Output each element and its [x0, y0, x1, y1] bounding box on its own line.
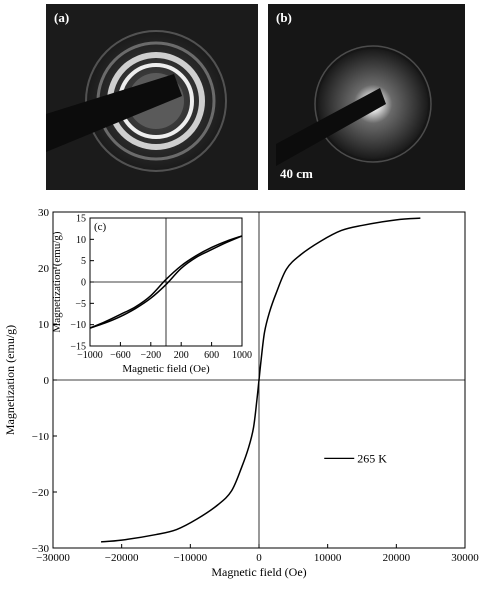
- y-axis-label: Magnetization (emu/g): [3, 325, 17, 435]
- y-tick-label: 15: [76, 214, 86, 225]
- y-tick-label: −20: [32, 487, 50, 499]
- x-tick-label: −30000: [36, 552, 70, 564]
- x-tick-label: 30000: [451, 552, 479, 564]
- x-tick-label: 1000: [232, 350, 252, 361]
- legend-label: 265 K: [357, 451, 387, 465]
- x-tick-label: 10000: [314, 552, 342, 564]
- x-axis-label: Magnetic field (Oe): [211, 565, 306, 579]
- x-tick-label: −1000: [77, 350, 103, 361]
- x-tick-label: −10000: [173, 552, 207, 564]
- scale-label-b: 40 cm: [280, 166, 313, 181]
- main-plot: −30000 −20000 −10000 0 10000 20000 30000−30−20…: [3, 207, 479, 579]
- magnetization-chart: −30000 −20000 −10000 0 10000 20000 30000−30−20…: [3, 207, 479, 579]
- y-tick-label: −10: [70, 320, 86, 331]
- y-axis-label: Magnetization (emu/g): [51, 231, 63, 332]
- y-tick-label: −5: [75, 299, 86, 310]
- x-tick-label: 600: [204, 350, 219, 361]
- diffraction-pattern-b: (b) 40 cm: [268, 4, 465, 190]
- x-tick-label: −20000: [105, 552, 139, 564]
- series-line: [89, 235, 243, 329]
- y-tick-label: −10: [32, 431, 50, 443]
- x-tick-label: 200: [174, 350, 189, 361]
- y-tick-label: 0: [81, 278, 86, 289]
- y-tick-label: −15: [70, 342, 86, 353]
- diffraction-halo-image-b: [268, 4, 465, 190]
- series-line: [89, 235, 243, 329]
- inset-plot: −1000 −600 −200 200 600 1000 −15 −10 −5 0 5 10 15 Mag…: [51, 214, 252, 376]
- x-tick-label: −600: [110, 350, 131, 361]
- diffraction-pattern-a: (a): [46, 4, 258, 190]
- x-tick-label: 20000: [383, 552, 411, 564]
- y-tick-label: 5: [81, 256, 86, 267]
- y-tick-label: −30: [32, 543, 50, 555]
- x-tick-label: −200: [140, 350, 161, 361]
- y-tick-label: 20: [38, 263, 50, 275]
- diffraction-rings-image-a: [46, 4, 258, 190]
- x-tick-label: 0: [256, 552, 262, 564]
- panel-label-c: (c): [94, 221, 107, 233]
- panel-label-b: (b): [276, 10, 292, 25]
- series-line: [101, 217, 421, 543]
- panel-label-a: (a): [54, 10, 70, 25]
- y-tick-label: 10: [38, 319, 50, 331]
- y-tick-label: 0: [44, 375, 50, 387]
- y-tick-label: 10: [76, 235, 86, 246]
- x-axis-label: Magnetic field (Oe): [122, 363, 210, 375]
- y-tick-label: 30: [38, 207, 50, 219]
